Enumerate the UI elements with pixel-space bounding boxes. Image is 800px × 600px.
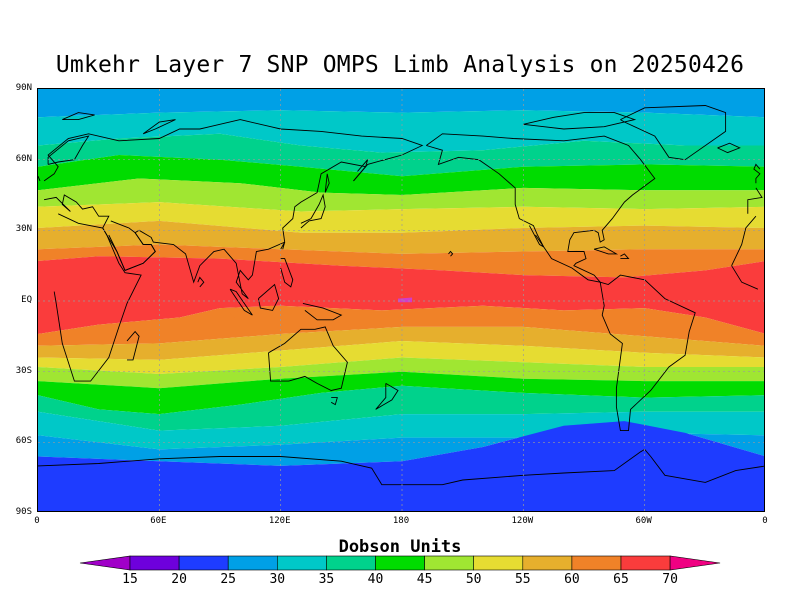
colorbar-above-70-triangle [669,555,721,571]
ozone-band-south-45-50 [38,371,764,415]
ozone-map-svg [38,89,764,511]
lat-tick-label: 60S [15,436,32,447]
colorbar-tick-label: 15 [122,572,138,587]
colorbar-segment-15-20 [129,555,180,571]
coastline-britain-2 [753,163,761,184]
colorbar-tick-label: 35 [318,572,335,587]
coastline-hispaniola [620,253,630,260]
ozone-band-north-polar-30-35 [38,89,764,118]
coastline-sumatra [229,288,253,316]
ozone-band-equatorial-70plus [38,256,764,334]
coastline-iceland [717,142,741,154]
lat-tick-label: 30N [15,224,32,235]
coastline-europe-asia-1 [43,119,424,299]
colorbar-segment-20-25 [178,555,229,571]
lat-tick-label: 60N [15,153,32,164]
coastline-sakhalin [324,173,330,193]
lon-tick-label: 60W [635,516,652,526]
lat-tick-label: 30S [15,365,32,376]
ozone-band-south-65-70 [38,305,764,346]
colorbar-tick-label: 40 [367,572,384,587]
lon-tick-label: 180 [392,516,410,526]
coastline-madagascar [126,330,140,361]
colorbar-tick-label: 25 [220,572,237,587]
coastline-philippines [280,258,294,288]
colorbar-segment-30-35 [276,555,327,571]
ozone-band-south-polar-25-30 [38,421,764,511]
colorbar-tick-label: 60 [564,572,580,587]
ozone-band-north-60-65 [38,220,764,254]
coastline-taiwan [280,241,286,250]
colorbar [79,555,721,571]
lat-tick-label: EQ [21,295,32,305]
coastline-greenland [620,105,727,161]
colorbar-below-15-triangle [79,555,131,571]
map-title: Umkehr Layer 7 SNP OMPS Limb Analysis on… [55,52,745,78]
colorbar-tick-label: 55 [514,572,531,587]
ozone-band-north-55-60 [38,202,764,233]
ozone-band-south-50-55 [38,357,764,389]
coastline-africa-0 [731,215,757,266]
coastline-kamchatka [353,159,369,182]
colorbar-tick-label: 20 [171,572,187,587]
gridlines [38,89,764,511]
coastline-australia [268,326,348,391]
colorbar-segment-55-60 [522,555,573,571]
coastline-antarctica-coast [38,448,764,486]
ozone-map [37,88,765,512]
coastline-novaya-zemlya [142,119,176,135]
ozone-band-south-35-40 [38,411,764,450]
ozone-band-north-45-50 [38,155,764,195]
coastline-britain-1 [38,176,41,182]
colorbar-segment-65-70 [620,555,671,571]
colorbar-tick-label: 45 [416,572,433,587]
ozone-band-south-40-45 [38,385,764,431]
coastline-borneo [257,283,280,311]
coastline-arctic-islands [523,112,637,130]
colorbar-tick-label: 30 [269,572,286,587]
ozone-bands [38,89,764,511]
coastline-hawaii [448,250,454,257]
coastline-africa-2 [731,265,759,290]
lon-tick-label: 0 [34,516,40,526]
lat-tick-label: 90S [15,507,32,517]
coastline-new-zealand [375,383,399,410]
coastline-svalbard [62,112,95,121]
colorbar-segment-40-45 [375,555,425,571]
coastline-south-america [599,274,696,432]
coastline-arabia-persia [108,220,156,271]
colorbar-tick-label: 65 [613,572,629,587]
coastline-europe-asia-0 [747,187,763,214]
lon-tick-label: 120E [268,516,291,526]
colorbar-segment-45-50 [424,555,475,571]
lon-tick-label: 0 [762,516,768,526]
colorbar-tick-label: 50 [465,572,482,587]
coastline-new-guinea [302,302,343,321]
colorbar-segment-35-40 [326,555,376,571]
ozone-band-north-35-40 [38,110,764,153]
colorbar-units-label: Dobson Units [338,537,462,557]
indonesia-orange-patch [230,305,326,323]
ozone-band-north-50-55 [38,178,764,212]
lon-tick-label: 60E [150,516,167,526]
colorbar-segment-60-65 [571,555,622,571]
coastline-tasmania [330,397,338,406]
coastline-sri-lanka [197,276,205,288]
colorbar-tick-label: 70 [662,572,678,587]
lon-tick-label: 120W [511,516,534,526]
ozone-band-south-60-65 [38,326,764,360]
ozone-band-north-65-70 [38,244,764,278]
coastline-baja [529,225,544,248]
coastline-north-america [426,133,656,283]
colorbar-segment-50-55 [473,555,524,571]
coastline-scandinavia [47,135,90,165]
ozone-band-south-55-60 [38,341,764,374]
coastline-cuba [593,246,619,255]
colorbar-segment-25-30 [227,555,278,571]
lat-tick-label: 90N [15,83,32,93]
coastline-japan [300,193,326,229]
